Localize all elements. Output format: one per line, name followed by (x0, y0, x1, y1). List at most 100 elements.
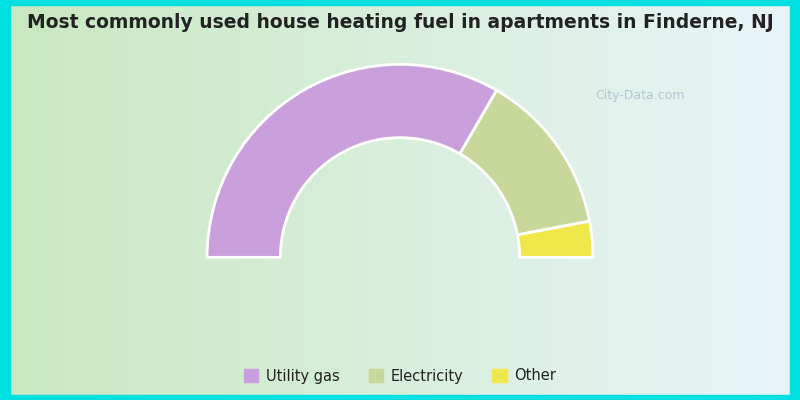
Bar (171, 5, 174, 395)
Bar (332, 5, 335, 395)
Bar (267, 5, 270, 395)
Bar (510, 5, 512, 395)
Bar (780, 5, 782, 395)
Bar (242, 5, 244, 395)
Bar (629, 5, 632, 395)
Bar (475, 5, 478, 395)
Bar (400, 5, 402, 395)
Bar (582, 5, 585, 395)
Bar (653, 5, 655, 395)
Bar (454, 5, 458, 395)
Bar (741, 5, 743, 395)
Bar (655, 5, 658, 395)
Bar (790, 0, 800, 400)
Bar (298, 5, 301, 395)
Bar (236, 5, 238, 395)
Bar (176, 5, 178, 395)
Bar (338, 5, 340, 395)
Bar (161, 5, 163, 395)
Bar (363, 5, 366, 395)
Bar (603, 5, 606, 395)
Bar (670, 5, 674, 395)
Bar (595, 5, 598, 395)
Bar (702, 5, 705, 395)
Bar (30, 5, 33, 395)
Bar (178, 5, 182, 395)
Bar (697, 5, 699, 395)
Bar (57, 5, 59, 395)
Bar (59, 5, 62, 395)
Bar (122, 5, 124, 395)
Bar (614, 5, 616, 395)
Bar (64, 5, 67, 395)
Bar (681, 5, 684, 395)
Bar (95, 5, 98, 395)
Bar (486, 5, 489, 395)
Bar (238, 5, 242, 395)
Bar (325, 5, 327, 395)
Bar (785, 5, 788, 395)
Bar (429, 5, 431, 395)
Bar (676, 5, 678, 395)
Bar (517, 5, 520, 395)
Bar (564, 5, 566, 395)
Bar (72, 5, 74, 395)
Bar (182, 5, 184, 395)
Bar (413, 5, 416, 395)
Bar (421, 5, 423, 395)
Bar (782, 5, 785, 395)
Bar (199, 5, 202, 395)
Bar (450, 5, 452, 395)
Bar (715, 5, 718, 395)
Bar (543, 5, 546, 395)
Bar (213, 5, 215, 395)
Bar (231, 5, 234, 395)
Bar (41, 5, 43, 395)
Bar (574, 5, 577, 395)
Bar (733, 5, 736, 395)
Bar (684, 5, 686, 395)
Bar (774, 5, 778, 395)
Bar (379, 5, 382, 395)
Bar (569, 5, 572, 395)
Bar (506, 5, 510, 395)
Bar (168, 5, 171, 395)
Bar (246, 5, 249, 395)
Bar (736, 5, 738, 395)
Wedge shape (460, 90, 590, 235)
Text: City-Data.com: City-Data.com (595, 90, 685, 102)
Bar (304, 5, 306, 395)
Bar (228, 5, 231, 395)
Bar (431, 5, 434, 395)
Bar (327, 5, 330, 395)
Bar (294, 5, 296, 395)
Bar (546, 5, 548, 395)
Bar (174, 5, 176, 395)
Bar (514, 5, 517, 395)
Bar (525, 5, 527, 395)
Bar (82, 5, 85, 395)
Bar (770, 5, 772, 395)
Bar (622, 5, 624, 395)
Bar (548, 5, 551, 395)
Bar (558, 5, 562, 395)
Bar (147, 5, 150, 395)
Bar (462, 5, 465, 395)
Bar (556, 5, 558, 395)
Bar (710, 5, 712, 395)
Bar (126, 5, 130, 395)
Bar (728, 5, 730, 395)
Bar (512, 5, 514, 395)
Bar (335, 5, 338, 395)
Bar (33, 5, 36, 395)
Bar (611, 5, 614, 395)
Bar (418, 5, 421, 395)
Bar (234, 5, 236, 395)
Bar (283, 5, 286, 395)
Bar (90, 5, 93, 395)
Bar (309, 5, 311, 395)
Bar (153, 5, 155, 395)
Bar (650, 5, 653, 395)
Bar (751, 5, 754, 395)
Bar (666, 5, 668, 395)
